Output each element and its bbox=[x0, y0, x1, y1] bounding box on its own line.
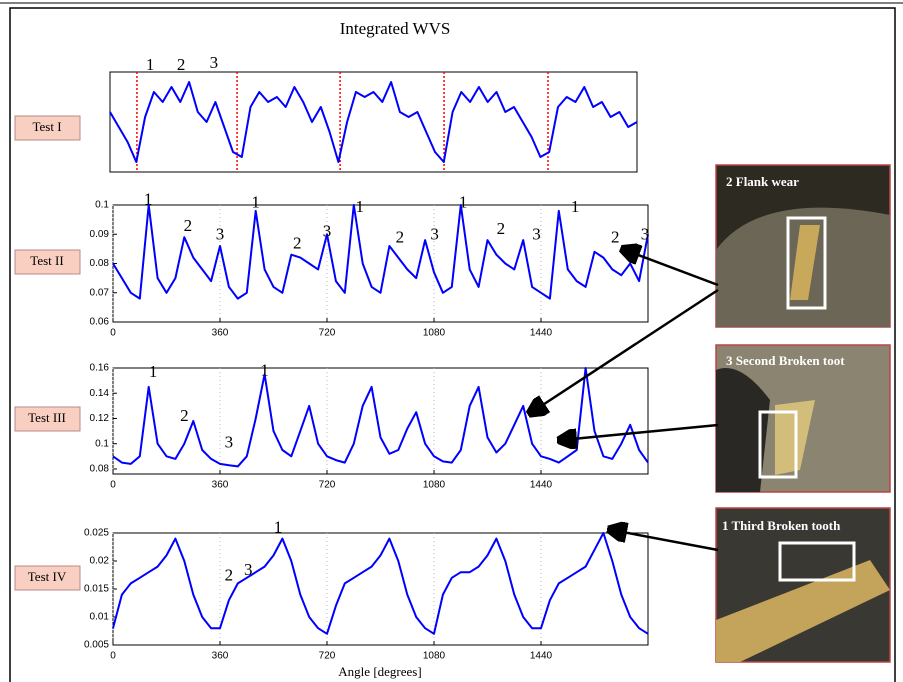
figure-title: Integrated WVS bbox=[340, 19, 451, 38]
annotation: 2 bbox=[225, 566, 234, 585]
x-tick-label: 0 bbox=[110, 480, 116, 491]
test-label-box bbox=[14, 115, 81, 141]
annotation: 3 bbox=[641, 225, 650, 244]
annotation: 1 bbox=[144, 190, 153, 209]
annotation: 3 bbox=[430, 225, 439, 244]
signal-line bbox=[112, 204, 649, 300]
signal-line bbox=[112, 367, 649, 468]
annotation: 1 bbox=[571, 197, 580, 216]
x-tick-label: 720 bbox=[319, 651, 336, 662]
annotation: 1 bbox=[146, 55, 155, 74]
y-tick-label: 0.1 bbox=[95, 200, 109, 211]
x-axis-label: Angle [degrees] bbox=[338, 664, 421, 679]
x-tick-label: 1080 bbox=[423, 651, 446, 662]
annotation: 1 bbox=[251, 192, 260, 211]
annotation: 2 bbox=[497, 219, 506, 238]
test-label: Test I bbox=[32, 119, 61, 134]
x-tick-label: 1440 bbox=[530, 328, 553, 339]
signal-line bbox=[109, 81, 638, 163]
y-tick-label: 0.07 bbox=[90, 287, 110, 298]
x-tick-label: 1440 bbox=[530, 480, 553, 491]
annotation: 2 bbox=[293, 233, 302, 252]
annotation: 3 bbox=[216, 225, 225, 244]
signal-line bbox=[112, 532, 649, 635]
x-tick-label: 720 bbox=[319, 480, 336, 491]
y-tick-label: 0.09 bbox=[90, 229, 110, 240]
y-tick-label: 0.01 bbox=[90, 612, 110, 623]
photo: 1 Third Broken tooth bbox=[715, 507, 891, 663]
y-tick-label: 0.015 bbox=[84, 584, 109, 595]
frame bbox=[9, 7, 896, 682]
y-tick-label: 0.14 bbox=[90, 388, 110, 399]
plot-area bbox=[112, 367, 649, 475]
annotation: 3 bbox=[210, 53, 219, 72]
test-label-box bbox=[14, 249, 81, 275]
y-tick-label: 0.12 bbox=[90, 413, 110, 424]
annotation: 1 bbox=[274, 517, 283, 536]
annotation: 2 bbox=[177, 55, 186, 74]
annotation: 3 bbox=[323, 222, 332, 241]
y-tick-label: 0.005 bbox=[84, 640, 109, 651]
annotation: 3 bbox=[532, 225, 541, 244]
plot-area bbox=[109, 71, 638, 173]
test-label: Test III bbox=[28, 410, 66, 425]
annotation: 2 bbox=[184, 216, 193, 235]
x-tick-label: 360 bbox=[212, 328, 229, 339]
x-tick-label: 360 bbox=[212, 480, 229, 491]
photo-caption: 1 Third Broken tooth bbox=[722, 518, 841, 533]
annotation: 3 bbox=[244, 560, 253, 579]
x-tick-label: 720 bbox=[319, 328, 336, 339]
annotation: 2 bbox=[180, 406, 189, 425]
annotation: 1 bbox=[459, 192, 468, 211]
test-label-box bbox=[14, 406, 81, 432]
test-label: Test II bbox=[30, 253, 63, 268]
plot-area bbox=[112, 204, 649, 323]
annotation: 1 bbox=[355, 197, 364, 216]
photo: 3 Second Broken toot bbox=[715, 344, 891, 493]
plot-area bbox=[112, 532, 649, 646]
annotation: 1 bbox=[260, 361, 269, 380]
x-tick-label: 1440 bbox=[530, 651, 553, 662]
y-tick-label: 0.08 bbox=[90, 258, 110, 269]
y-tick-label: 0.02 bbox=[90, 556, 110, 567]
y-tick-label: 0.06 bbox=[90, 317, 110, 328]
photo-caption: 2 Flank wear bbox=[726, 174, 799, 189]
y-tick-label: 0.025 bbox=[84, 528, 109, 539]
test-label: Test IV bbox=[28, 569, 67, 584]
annotation: 3 bbox=[225, 433, 234, 452]
test-label-box bbox=[14, 565, 81, 591]
photo: 2 Flank wear bbox=[715, 164, 891, 328]
photo-caption: 3 Second Broken toot bbox=[726, 353, 845, 368]
annotation: 2 bbox=[611, 228, 620, 247]
arrows bbox=[532, 250, 719, 552]
y-tick-label: 0.1 bbox=[95, 438, 109, 449]
x-tick-label: 1080 bbox=[423, 480, 446, 491]
annotation: 1 bbox=[149, 362, 158, 381]
y-tick-label: 0.16 bbox=[90, 363, 110, 374]
x-tick-label: 360 bbox=[212, 651, 229, 662]
x-tick-label: 0 bbox=[110, 328, 116, 339]
x-tick-label: 1080 bbox=[423, 328, 446, 339]
y-tick-label: 0.08 bbox=[90, 464, 110, 475]
x-tick-label: 0 bbox=[110, 651, 116, 662]
annotation: 2 bbox=[396, 228, 405, 247]
